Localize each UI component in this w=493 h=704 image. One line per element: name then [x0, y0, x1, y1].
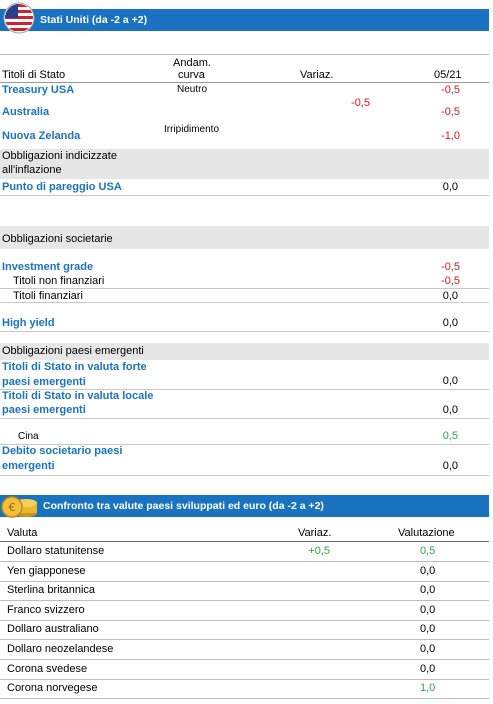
coins-icon: €	[0, 493, 40, 521]
currency-valuation: 0,0	[420, 564, 436, 577]
value-nuova-zelanda: -1,0	[441, 130, 460, 142]
currency-row: Sterlina britannica 0,0	[0, 581, 489, 602]
divider	[0, 302, 489, 303]
currency-name: Franco svizzero	[7, 603, 85, 616]
row-breakeven-usa: Punto di pareggio USA	[2, 181, 122, 193]
currency-name: Sterlina britannica	[7, 584, 96, 597]
section-fx-header: Confronto tra valute paesi sviluppati ed…	[0, 495, 489, 517]
value-non-financial: -0,5	[441, 275, 460, 287]
currency-row: Dollaro statunitense +0,5 0,5	[0, 542, 489, 562]
value-em-corp: 0,0	[442, 460, 458, 472]
row-nuova-zelanda: Nuova Zelanda	[2, 130, 81, 142]
divider	[0, 541, 489, 542]
col-date-header: 05/21	[434, 69, 462, 81]
inflation-header: Obbligazioni indicizzate all'inflazione	[0, 149, 489, 179]
col-fx-change-header: Variaz.	[298, 527, 332, 539]
us-flag-icon	[3, 2, 35, 34]
row-high-yield: High yield	[2, 317, 55, 329]
currency-name: Corona norvegese	[7, 682, 98, 695]
currency-valuation: 0,0	[420, 643, 436, 655]
row-china: Cina	[18, 431, 39, 442]
currency-row: Dollaro australiano 0,0	[0, 620, 489, 641]
value-high-yield: 0,0	[442, 317, 458, 329]
col-valuation-header: Valutazione	[398, 527, 455, 539]
row-investment-grade: Investment grade	[2, 261, 94, 273]
value-china: 0,5	[442, 430, 458, 442]
value-australia: -0,5	[441, 106, 460, 118]
col-change-header: Variaz.	[300, 69, 334, 81]
row-em-corp-line1: Debito societario paesi	[2, 445, 123, 457]
emerging-header-label: Obbligazioni paesi emergenti	[2, 345, 144, 357]
inflation-header-line2: all'inflazione	[2, 164, 62, 176]
col-currency-header: Valuta	[7, 527, 38, 539]
row-em-hard-line1: Titoli di Stato in valuta forte	[2, 361, 147, 373]
currency-name: Corona svedese	[7, 662, 88, 675]
currency-valuation: 0,0	[420, 662, 436, 675]
value-investment-grade: -0,5	[441, 261, 460, 273]
curve-irripidimento: Irripidimento	[164, 124, 220, 135]
divider	[0, 418, 489, 419]
divider	[0, 389, 489, 390]
col-titoli-header: Titoli di Stato	[2, 69, 66, 81]
currency-name: Dollaro neozelandese	[7, 643, 114, 655]
divider	[0, 288, 489, 289]
divider	[0, 331, 489, 332]
col-curve-header-1: Andam.	[173, 57, 211, 69]
currency-row: Corona norvegese 1,0	[0, 679, 489, 700]
col-curve-header-2: curva	[178, 69, 205, 81]
currency-name: Dollaro australiano	[7, 623, 99, 636]
row-australia: Australia	[2, 106, 50, 118]
section-us-title: Stati Uniti (da -2 a +2)	[40, 14, 148, 26]
currency-change: +0,5	[308, 545, 330, 557]
row-em-local-line1: Titoli di Stato in valuta locale	[2, 390, 154, 402]
value-treasury-usa: -0,5	[441, 84, 460, 96]
currency-valuation: 0,0	[420, 623, 436, 636]
currency-row: Yen giapponese 0,0	[0, 562, 489, 582]
currency-row: Franco svizzero 0,0	[0, 601, 489, 621]
svg-text:€: €	[9, 501, 16, 514]
currency-valuation: 0,0	[420, 584, 436, 597]
value-breakeven-usa: 0,0	[442, 181, 458, 193]
divider	[0, 82, 489, 83]
gov-change: -0,5	[351, 97, 370, 109]
curve-neutro: Neutro	[177, 84, 208, 95]
divider	[0, 54, 489, 55]
divider	[0, 444, 489, 445]
corporate-header: Obbligazioni societarie	[0, 226, 489, 249]
currency-valuation: 0,5	[420, 545, 436, 557]
value-financial: 0,0	[442, 290, 458, 302]
row-non-financial: Titoli non finanziari	[13, 275, 105, 287]
currency-valuation: 0,0	[420, 603, 436, 616]
inflation-header-line1: Obbligazioni indicizzate	[2, 150, 117, 162]
row-em-local-line2: paesi emergenti	[2, 404, 86, 416]
divider	[0, 195, 489, 196]
emerging-header: Obbligazioni paesi emergenti	[0, 343, 489, 360]
currency-name: Yen giapponese	[7, 564, 86, 577]
currency-row: Corona svedese 0,0	[0, 660, 489, 680]
value-em-local: 0,0	[442, 404, 458, 416]
row-financial: Titoli finanziari	[13, 290, 83, 302]
section-fx-title: Confronto tra valute paesi sviluppati ed…	[43, 500, 324, 512]
corporate-header-label: Obbligazioni societarie	[2, 233, 113, 245]
divider	[0, 475, 489, 476]
currency-valuation: 1,0	[420, 682, 436, 695]
currency-row: Dollaro neozelandese 0,0	[0, 640, 489, 660]
row-em-corp-line2: emergenti	[2, 460, 55, 472]
row-em-hard-line2: paesi emergenti	[2, 376, 86, 388]
section-us-header: Stati Uniti (da -2 a +2)	[0, 9, 489, 31]
value-em-hard: 0,0	[442, 375, 458, 387]
currency-name: Dollaro statunitense	[7, 545, 105, 557]
row-treasury-usa: Treasury USA	[2, 84, 75, 96]
